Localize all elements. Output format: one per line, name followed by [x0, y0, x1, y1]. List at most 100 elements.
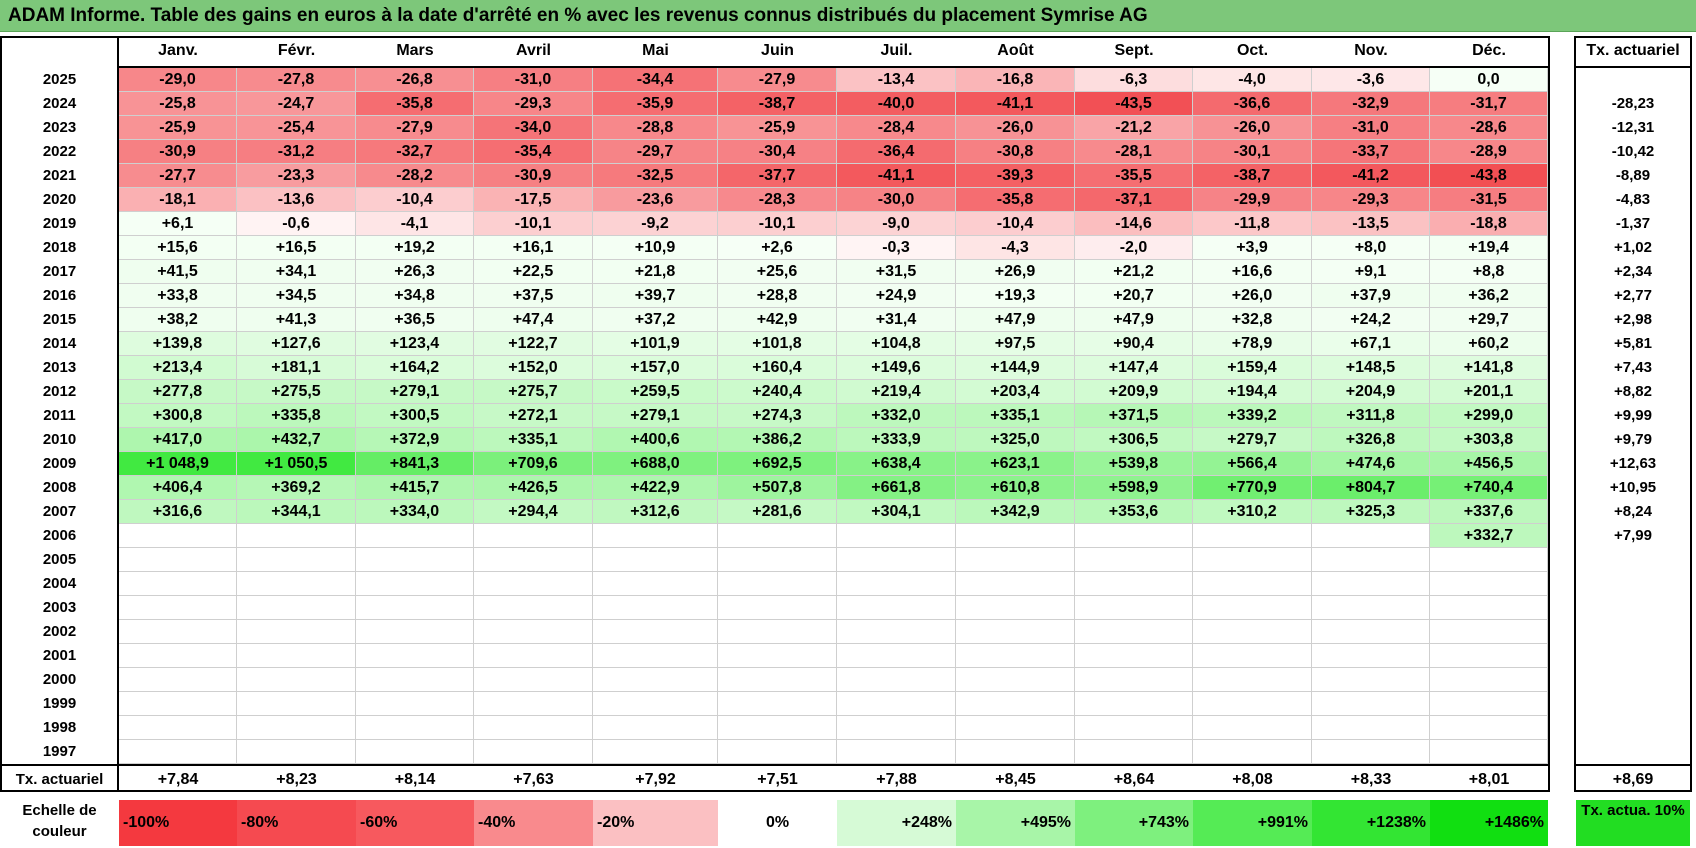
footer-total-rate: +8,69	[1612, 771, 1654, 788]
table-cell: -32,5	[593, 164, 718, 188]
table-cell	[1075, 668, 1193, 692]
table-cell	[119, 620, 237, 644]
table-cell: +152,0	[474, 356, 593, 380]
table-cell	[1075, 548, 1193, 572]
table-cell	[1312, 548, 1430, 572]
rate-cell: -28,23	[1611, 95, 1655, 112]
footer-rate-value: +8,01	[1468, 771, 1510, 788]
table-cell	[956, 668, 1075, 692]
table-cell: -30,9	[119, 140, 237, 164]
table-cell	[718, 740, 837, 764]
table-cell	[1075, 692, 1193, 716]
table-cell: +369,2	[237, 476, 356, 500]
table-cell: +47,9	[1075, 308, 1193, 332]
table-cell	[474, 548, 593, 572]
table-cell: -29,9	[1193, 188, 1312, 212]
table-cell: +353,6	[1075, 500, 1193, 524]
table-cell: +804,7	[1312, 476, 1430, 500]
table-cell: +159,4	[1193, 356, 1312, 380]
table-cell	[1430, 572, 1548, 596]
table-cell: -35,5	[1075, 164, 1193, 188]
table-cell	[356, 620, 474, 644]
month-header: Juin	[761, 42, 794, 59]
table-cell: +372,9	[356, 428, 474, 452]
table-cell: +386,2	[718, 428, 837, 452]
table-cell: +300,5	[356, 404, 474, 428]
table-cell	[474, 740, 593, 764]
month-header: Févr.	[277, 42, 316, 59]
table-cell: +122,7	[474, 332, 593, 356]
table-cell: +456,5	[1430, 452, 1548, 476]
table-cell	[474, 668, 593, 692]
year-label: 2005	[42, 551, 77, 568]
table-cell	[718, 644, 837, 668]
table-cell: -31,0	[1312, 116, 1430, 140]
table-cell	[119, 740, 237, 764]
table-cell: -40,0	[837, 92, 956, 116]
table-cell: +311,8	[1312, 404, 1430, 428]
table-cell: +426,5	[474, 476, 593, 500]
table-cell: +42,9	[718, 308, 837, 332]
table-cell: +33,8	[119, 284, 237, 308]
table-cell: +47,4	[474, 308, 593, 332]
table-cell: -32,9	[1312, 92, 1430, 116]
table-cell: +194,4	[1193, 380, 1312, 404]
table-cell	[474, 524, 593, 548]
rate-cell	[1576, 548, 1690, 572]
table-cell	[119, 716, 237, 740]
table-cell	[356, 644, 474, 668]
table-cell: +24,2	[1312, 308, 1430, 332]
footer-rate-value: +8,23	[276, 771, 317, 788]
table-cell: +304,1	[837, 500, 956, 524]
table-cell: +15,6	[119, 236, 237, 260]
table-cell	[593, 692, 718, 716]
table-cell: -30,9	[474, 164, 593, 188]
color-scale-swatch: +248%	[837, 800, 956, 846]
table-cell	[1312, 668, 1430, 692]
table-cell: +300,8	[119, 404, 237, 428]
table-cell	[1312, 596, 1430, 620]
table-cell: +78,9	[1193, 332, 1312, 356]
table-cell: +281,6	[718, 500, 837, 524]
color-scale-swatch: 0%	[718, 800, 837, 846]
table-cell: +337,6	[1430, 500, 1548, 524]
table-cell	[1075, 644, 1193, 668]
table-cell	[593, 548, 718, 572]
table-cell	[956, 644, 1075, 668]
table-cell: +31,5	[837, 260, 956, 284]
table-cell: -27,8	[237, 68, 356, 92]
footer-rate-top-rule	[1576, 764, 1690, 766]
table-cell: +8,0	[1312, 236, 1430, 260]
table-cell: +1 050,5	[237, 452, 356, 476]
table-cell	[474, 692, 593, 716]
table-cell	[237, 668, 356, 692]
table-cell	[1312, 644, 1430, 668]
rate-cell	[1576, 668, 1690, 692]
table-cell: -29,7	[593, 140, 718, 164]
table-cell: -31,5	[1430, 188, 1548, 212]
table-cell: +272,1	[474, 404, 593, 428]
table-cell	[837, 596, 956, 620]
table-cell: +432,7	[237, 428, 356, 452]
rate-cell: +2,34	[1614, 263, 1652, 280]
table-cell	[718, 620, 837, 644]
table-cell: -37,7	[718, 164, 837, 188]
table-cell	[593, 644, 718, 668]
table-cell: +149,6	[837, 356, 956, 380]
footer-top-rule	[0, 764, 1548, 766]
year-label: 2023	[42, 119, 77, 136]
table-cell: -9,0	[837, 212, 956, 236]
table-cell	[119, 644, 237, 668]
table-cell: -36,6	[1193, 92, 1312, 116]
table-cell	[956, 620, 1075, 644]
month-header: Déc.	[1472, 42, 1506, 59]
footer-rate-value: +8,33	[1350, 771, 1392, 788]
table-cell: +610,8	[956, 476, 1075, 500]
table-cell: +24,9	[837, 284, 956, 308]
table-cell	[956, 716, 1075, 740]
table-cell: -41,1	[837, 164, 956, 188]
rate-cell: +8,24	[1614, 503, 1652, 520]
table-cell	[1430, 716, 1548, 740]
table-cell: +770,9	[1193, 476, 1312, 500]
table-cell	[718, 524, 837, 548]
